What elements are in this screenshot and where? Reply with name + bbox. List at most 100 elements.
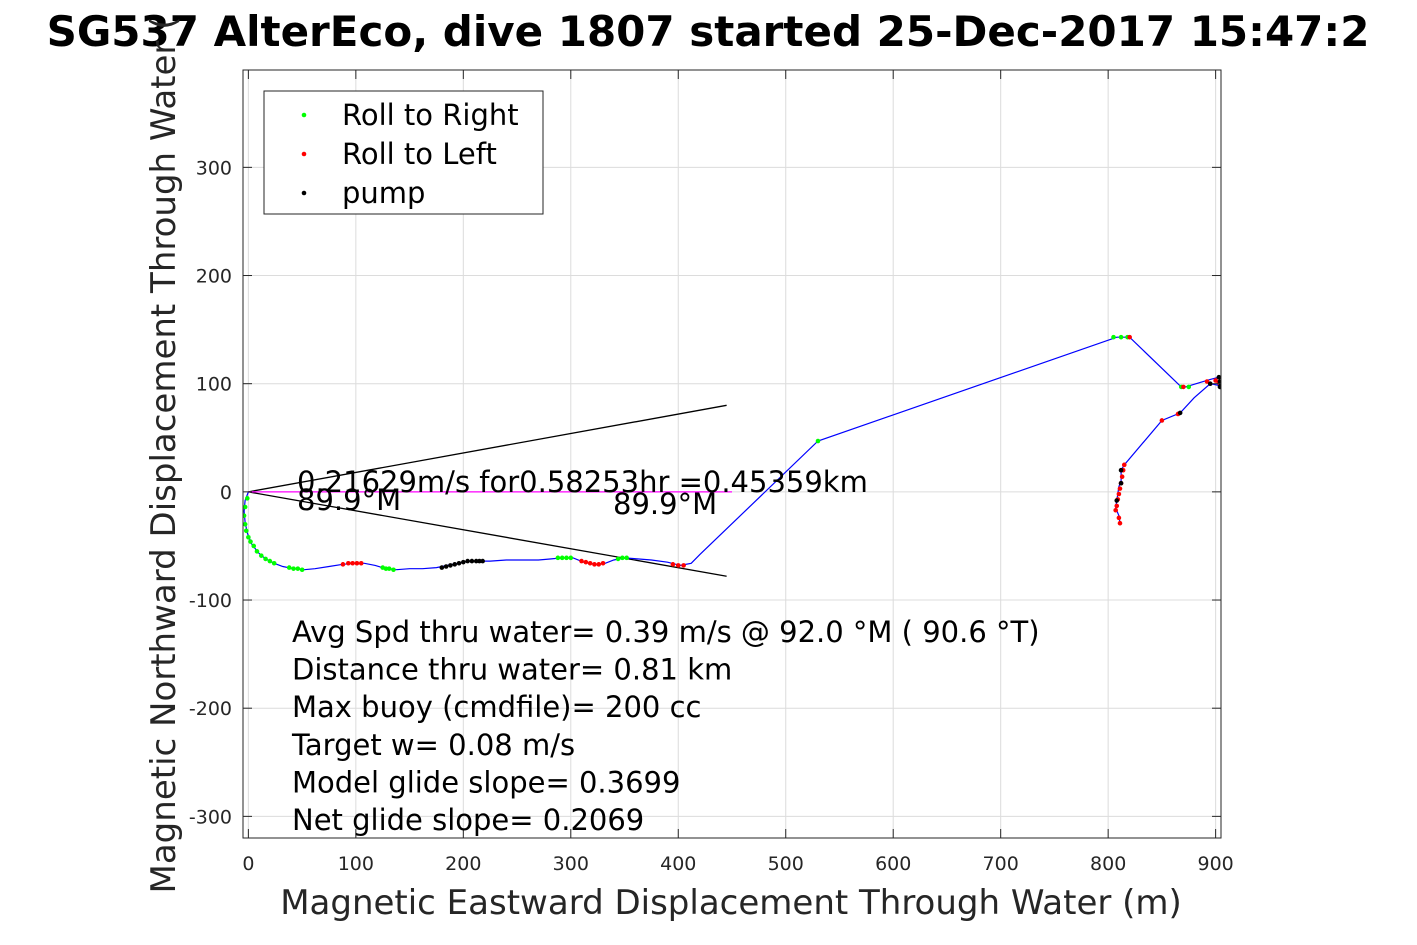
- roll-left-point: [354, 560, 360, 566]
- roll-left-point: [1117, 520, 1123, 526]
- annotations: 0.21629m/s for0.58253hr =0.45359km89.9°M…: [297, 465, 868, 521]
- pump-point: [480, 558, 485, 564]
- roll-left-point: [592, 562, 597, 567]
- y-tick-label: 300: [196, 157, 232, 179]
- pump-point: [439, 565, 445, 570]
- pump-point: [443, 564, 449, 569]
- axes: [242, 69, 1222, 839]
- roll-right-point: [1186, 384, 1192, 390]
- y-tick-label: 0: [220, 482, 232, 504]
- legend-label: Roll to Left: [342, 137, 497, 171]
- pump-point: [1207, 381, 1213, 386]
- roll-right-point: [248, 539, 253, 544]
- roll-right-point: [263, 556, 268, 562]
- roll-left-point: [346, 560, 351, 566]
- roll-left-point: [1119, 474, 1125, 480]
- roll-right-point: [564, 555, 569, 561]
- legend-marker: [301, 151, 307, 157]
- roll-right-point: [386, 566, 392, 571]
- roll-left-point: [1116, 515, 1122, 521]
- stat-line: Max buoy (cmdfile)= 200 cc: [292, 690, 701, 724]
- roll-left-point: [1159, 418, 1165, 423]
- stat-line: Target w= 0.08 m/s: [291, 728, 575, 762]
- pump-point: [1118, 480, 1124, 486]
- roll-left-point: [1204, 379, 1210, 384]
- pump-point: [1216, 374, 1221, 380]
- pump-point: [1217, 384, 1221, 390]
- roll-right-point: [243, 528, 249, 534]
- pump-point: [452, 562, 458, 567]
- roll-left-point: [583, 559, 589, 565]
- roll-left-point: [1114, 503, 1120, 509]
- pump-point: [1177, 410, 1183, 416]
- y-tick-label: -200: [189, 698, 232, 720]
- pump-point: [1114, 498, 1120, 503]
- roll-left-point: [670, 562, 676, 567]
- roll-right-point: [243, 513, 247, 518]
- roll-left-point: [1181, 384, 1186, 390]
- pump-point: [473, 558, 479, 564]
- roll-right-point: [383, 566, 389, 571]
- stat-line: Distance thru water= 0.81 km: [292, 653, 732, 687]
- legend: Roll to Right Roll to Left pump: [263, 90, 544, 215]
- roll-right-point: [254, 549, 260, 554]
- roll-right-point: [1118, 334, 1124, 340]
- legend-marker: [301, 190, 307, 196]
- tick-labels: 0 100 200 300 400 500 600 700 800 900 -300 -200 -100…: [189, 157, 1234, 875]
- chart-title: SG537 AlterEco, dive 1807 started 25-Dec…: [47, 7, 1370, 56]
- roll-right-point: [555, 555, 561, 561]
- roll-right-point: [271, 560, 277, 566]
- grid: [243, 70, 1221, 838]
- legend-label: Roll to Right: [342, 98, 519, 132]
- roll-right-point: [286, 565, 292, 570]
- roll-right-point: [243, 522, 248, 527]
- roll-right-point: [295, 566, 301, 571]
- roll-left-point: [579, 558, 584, 564]
- roll-right-point: [291, 566, 296, 571]
- annotation-text: 0.21629m/s for0.58253hr =0.45359km: [297, 465, 868, 499]
- roll-right-point: [1111, 334, 1116, 340]
- roll-left-point: [1116, 491, 1122, 497]
- pump-point: [477, 558, 482, 564]
- axes-box: [242, 69, 1222, 839]
- x-axis-label: Magnetic Eastward Displacement Through W…: [280, 883, 1182, 923]
- y-tick-label: -300: [189, 806, 232, 828]
- y-tick-label: 200: [196, 266, 232, 288]
- roll-left-point: [675, 563, 681, 568]
- legend-label: pump: [342, 176, 425, 210]
- pump-point: [461, 559, 466, 565]
- x-tick-label: 600: [875, 853, 911, 875]
- stats-block: Avg Spd thru water= 0.39 m/s @ 92.0 °M (…: [291, 615, 1040, 837]
- roll-left-point: [587, 560, 593, 566]
- pump-point: [448, 563, 453, 568]
- roll-left-point: [681, 563, 686, 568]
- roll-right-point: [568, 555, 574, 561]
- roll-left-point: [340, 562, 346, 567]
- pump-point: [469, 558, 475, 564]
- roll-left-point: [1213, 378, 1218, 383]
- stat-line: Net glide slope= 0.2069: [292, 803, 644, 837]
- roll-left-point: [1113, 507, 1118, 513]
- x-tick-label: 200: [445, 853, 481, 875]
- roll-right-point: [267, 558, 273, 564]
- stat-line: Model glide slope= 0.3699: [292, 765, 680, 799]
- heading-line: [248, 491, 727, 577]
- annotation-text: 89.9°M: [297, 483, 401, 517]
- roll-right-point: [299, 567, 305, 573]
- annotation-text: 89.9°M: [613, 487, 717, 521]
- roll-left-point: [600, 560, 606, 566]
- roll-right-point: [246, 534, 251, 540]
- x-tick-label: 100: [338, 853, 374, 875]
- y-tick-label: -100: [189, 590, 232, 612]
- stat-line: Avg Spd thru water= 0.39 m/s @ 92.0 °M (…: [292, 615, 1040, 649]
- x-tick-label: 300: [553, 853, 589, 875]
- y-tick-label: 100: [196, 374, 232, 396]
- roll-right-point: [243, 504, 248, 510]
- roll-left-point: [350, 560, 355, 566]
- roll-right-point: [559, 555, 565, 561]
- x-tick-label: 0: [242, 853, 254, 875]
- series-layer: [243, 334, 1221, 577]
- roll-right-point: [620, 555, 625, 561]
- roll-right-point: [391, 567, 396, 573]
